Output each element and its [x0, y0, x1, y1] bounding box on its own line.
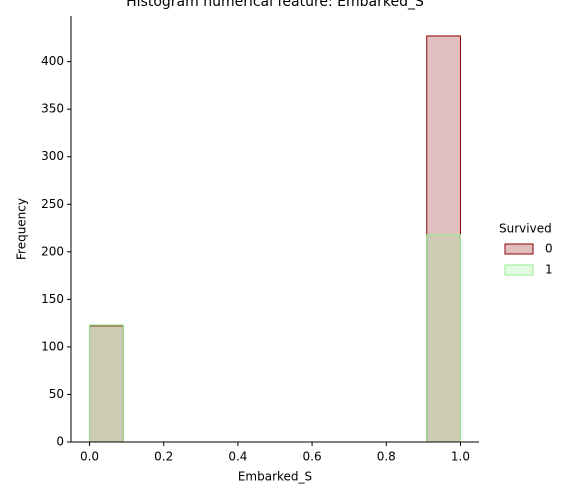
histogram-bar	[89, 324, 124, 443]
legend-label: 0	[545, 242, 553, 256]
x-axis-label: Embarked_S	[238, 470, 312, 484]
y-tick-label: 350	[41, 102, 64, 116]
y-tick-label: 100	[41, 339, 64, 353]
y-tick-label: 50	[49, 387, 64, 401]
x-tick-label: 0.4	[228, 450, 247, 464]
x-tick-label: 0.2	[154, 450, 173, 464]
chart-title: Histogram numerical feature: Embarked_S	[126, 0, 424, 10]
y-tick-label: 250	[41, 197, 64, 211]
histogram-bar	[426, 234, 461, 443]
legend-title: Survived	[499, 222, 552, 236]
x-tick-label: 1.0	[451, 450, 470, 464]
histogram-bar	[89, 325, 124, 443]
y-tick-label: 150	[41, 292, 64, 306]
y-tick-label: 0	[56, 435, 64, 449]
legend-label: 1	[545, 263, 553, 277]
y-tick-label: 200	[41, 244, 64, 258]
x-tick-label: 0.0	[80, 450, 99, 464]
y-tick-label: 400	[41, 54, 64, 68]
legend-swatch	[504, 243, 534, 255]
y-axis-label: Frequency	[15, 198, 29, 260]
x-tick-label: 0.6	[303, 450, 322, 464]
x-tick-label: 0.8	[377, 450, 396, 464]
legend-swatch	[504, 264, 534, 276]
y-tick-label: 300	[41, 149, 64, 163]
histogram-bar	[426, 35, 461, 443]
